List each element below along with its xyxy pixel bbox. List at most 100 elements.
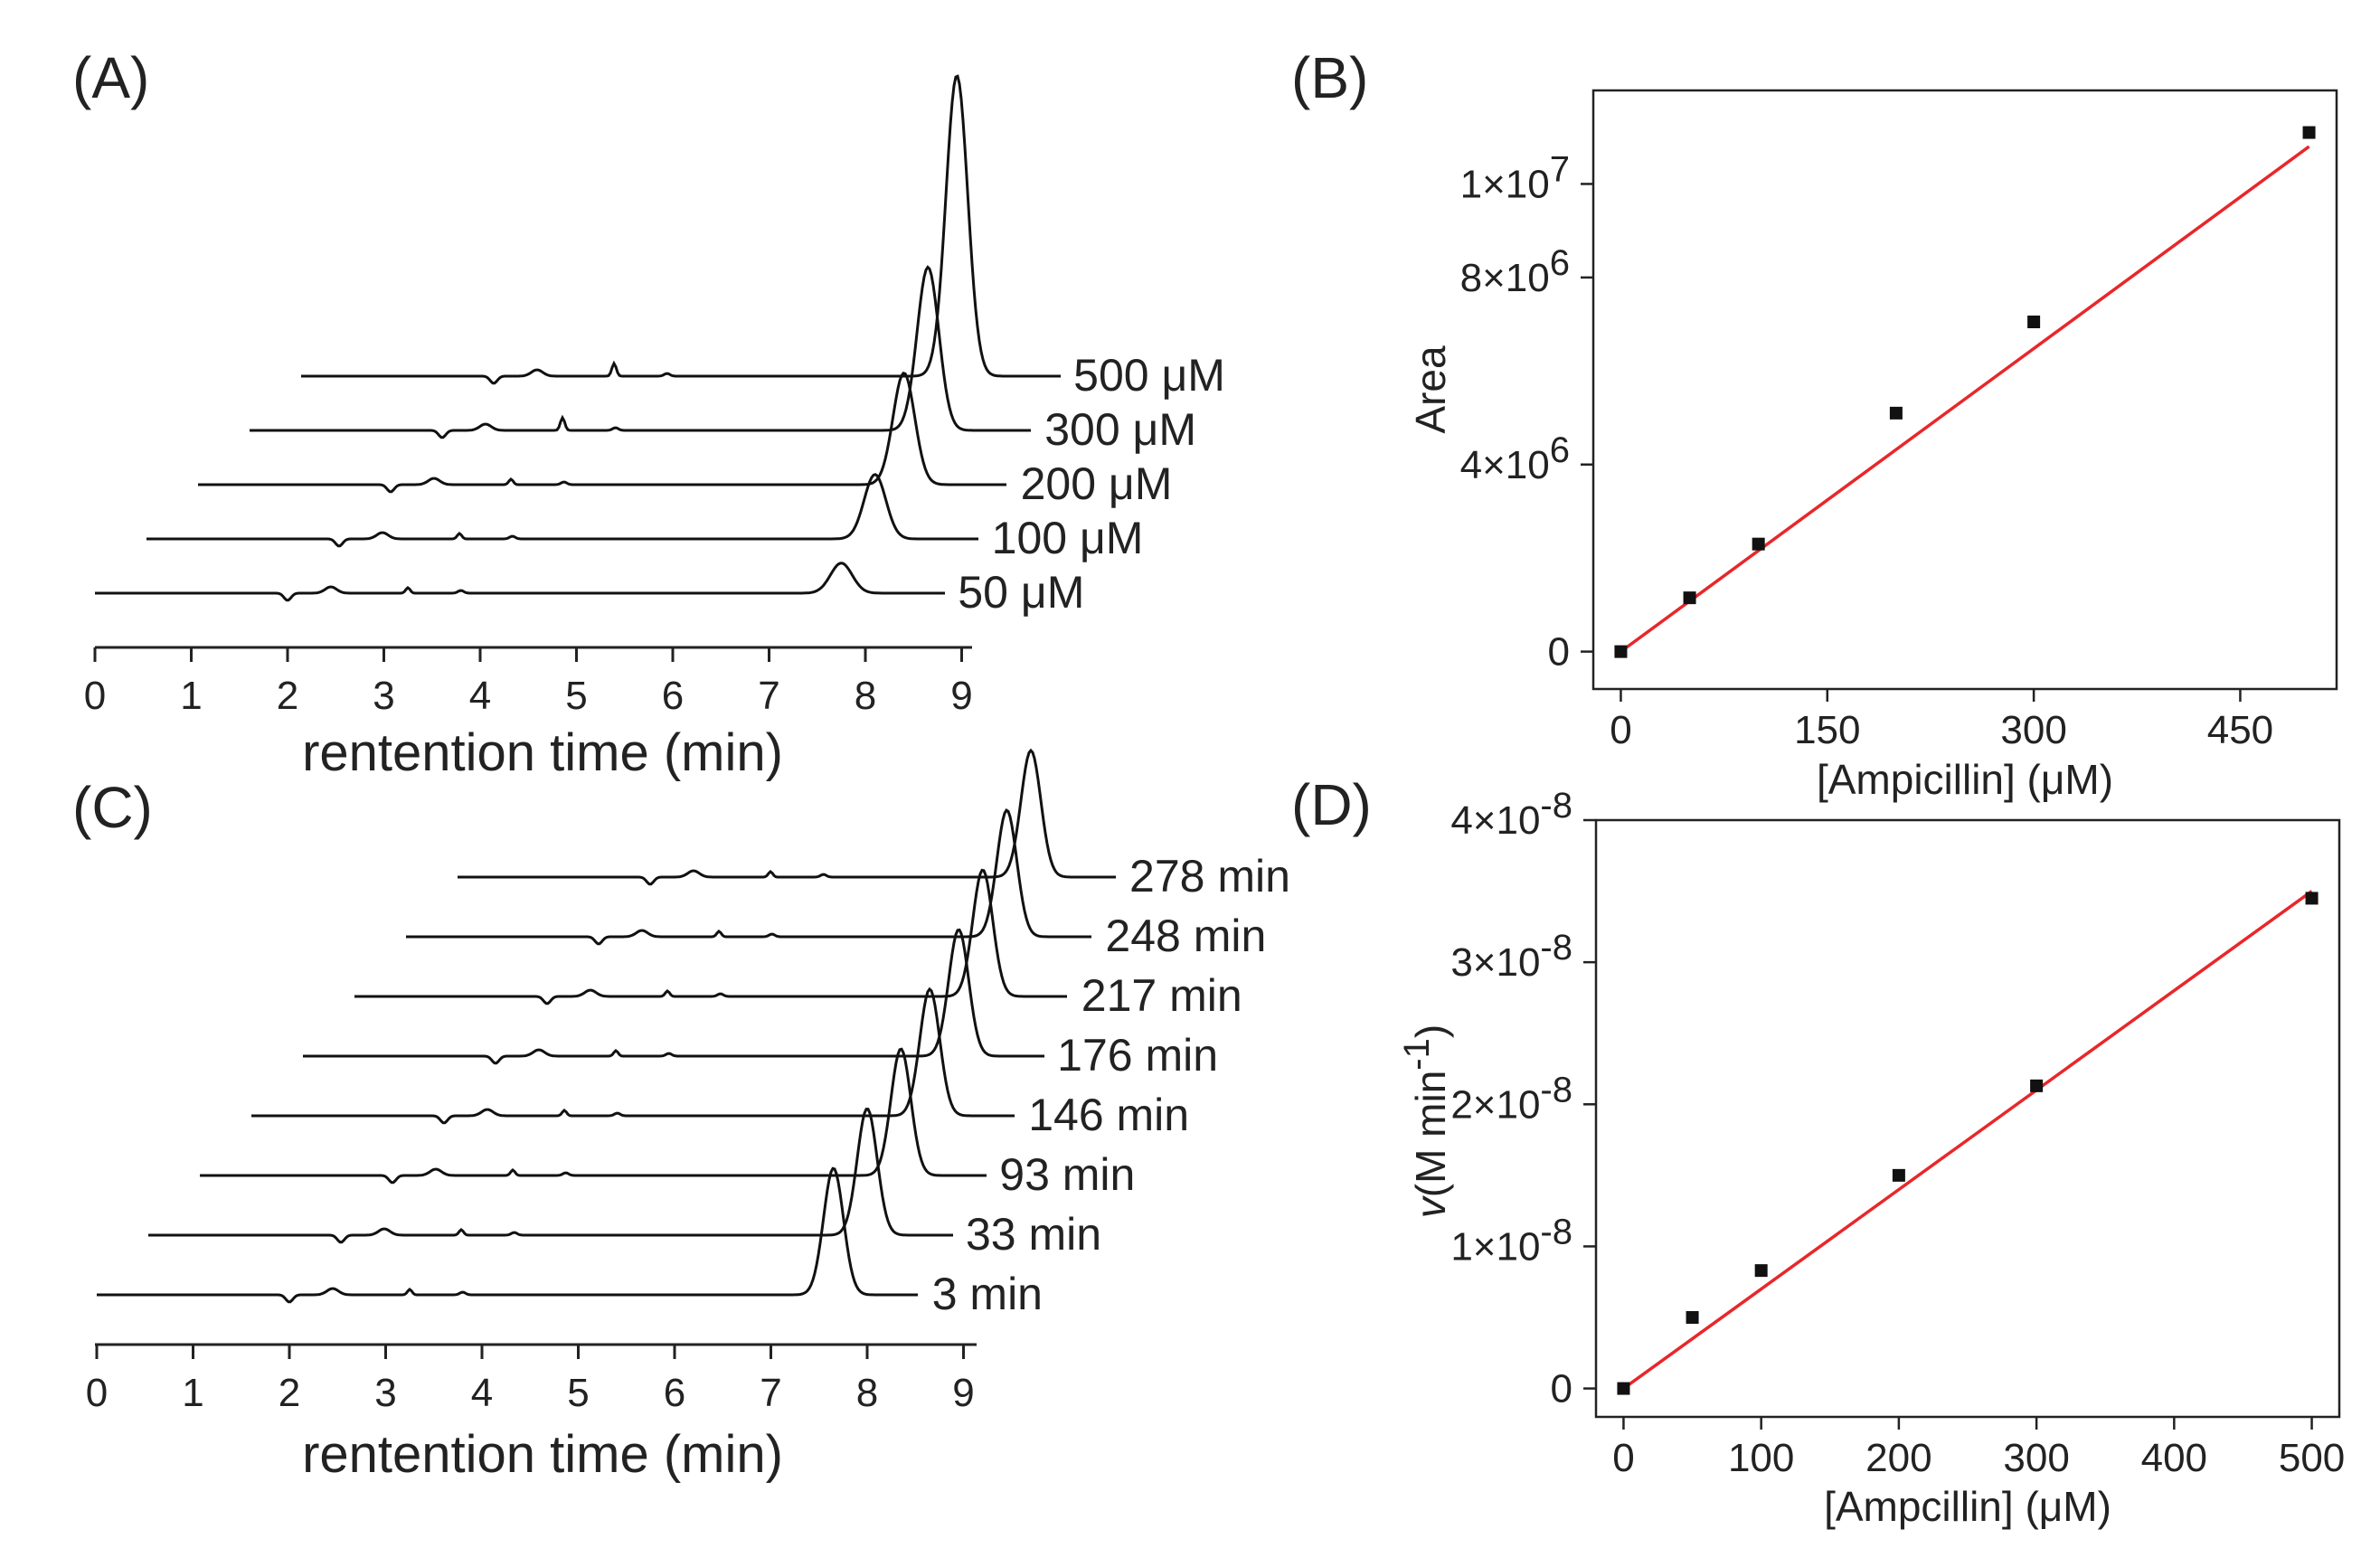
panel-d-frame [1594,818,2341,1419]
panel-a-x-tick-label: 5 [565,674,587,718]
panel-a-x-tick-label: 1 [180,674,202,718]
panel-a-x-label: rentention time (min) [302,723,783,782]
panel-b-x-tick-label: 300 [2000,708,2066,752]
panel-c-trace-label: 278 min [1129,851,1290,901]
panel-d-point [1892,1168,1905,1182]
panel-b-fit-line [1620,145,2310,654]
panel-a-trace-4 [250,265,1031,439]
panel-c-label: (C) [72,775,153,840]
panel-a-trace-label: 500 μM [1073,350,1225,401]
panel-b-x-tick-label: 450 [2207,708,2273,752]
panel-c-trace-5 [303,928,1044,1065]
panel-b-point [2302,126,2316,139]
panel-b-y-tick-label: 4×106 [1460,430,1570,487]
panel-a-x-tick-label: 0 [84,674,106,718]
panel-d-y-label-sup: -1 [1397,1038,1437,1071]
panel-b-frame [1591,89,2338,691]
panel-b-point [1889,406,1903,420]
panel-c-trace-6 [354,868,1067,1005]
panel-d-fit-line [1622,890,2313,1390]
panel-c-trace-label: 217 min [1081,970,1242,1021]
panel-c-trace-2 [148,1108,953,1244]
panel-d-label: (D) [1291,772,1372,837]
panel-a-x-tick-label: 7 [758,674,779,718]
panel-d-y-label-unit: (M min [1407,1071,1454,1198]
panel-d-x-tick-label: 100 [1728,1436,1794,1480]
panel-b-x-tick-label: 150 [1794,708,1860,752]
panel-d-y-tick-label: 1×10-8 [1450,1212,1572,1269]
panel-a-trace-2 [146,473,978,548]
panel-c-trace-label: 176 min [1057,1030,1218,1081]
panel-d-x-label: [Ampcillin] (μM) [1824,1483,2111,1530]
panel-c-trace-label: 93 min [999,1149,1135,1200]
panel-c-x-tick-label: 8 [856,1371,878,1415]
panel-a-trace-label: 200 μM [1021,458,1173,509]
panel-d-y-tick-label: 3×10-8 [1450,928,1572,985]
panel-a-x-tick-label: 6 [662,674,684,718]
panel-d-point [2030,1079,2044,1092]
panel-d-y-tick-label: 4×10-8 [1450,786,1572,843]
panel-d-x-tick-label: 200 [1865,1436,1931,1480]
panel-c-trace-label: 248 min [1105,911,1266,961]
panel-b: (B) 0 150 300 450 0 4×106 8×106 1×107 [Ampicill… [1291,45,2338,803]
panel-c-trace-label: 3 min [932,1269,1043,1319]
panel-a-x-tick-label: 8 [855,674,876,718]
panel-a-trace-1 [95,562,945,602]
panel-d-y-label-v: v [1407,1194,1454,1218]
panel-d-x-tick-label: 0 [1612,1436,1634,1480]
panel-c-trace-3 [200,1047,987,1185]
panel-c-x-tick-label: 5 [567,1371,589,1415]
panel-c-trace-7 [406,807,1091,946]
panel-b-point [1752,537,1765,551]
panel-c-x-tick-label: 9 [952,1371,974,1415]
panel-d-point [1686,1311,1699,1324]
panel-b-x-tick-label: 0 [1610,708,1631,752]
panel-b-point [1614,645,1628,658]
panel-b-y-tick-label: 1×107 [1460,149,1570,206]
panel-a-x-tick-label: 2 [277,674,298,718]
panel-c-x-tick-label: 4 [471,1371,493,1415]
panel-a-trace-3 [198,371,1006,494]
panel-d-y-tick-label: 0 [1551,1367,1572,1411]
panel-b-point [2027,316,2041,329]
panel-c-trace-8 [458,748,1116,886]
panel-d-x-tick-label: 500 [2279,1436,2345,1480]
panel-b-y-label: Area [1407,345,1454,434]
panel-a-x-tick-label: 4 [469,674,491,718]
panel-b-x-label: [Ampicillin] (μM) [1817,756,2113,803]
panel-c-x-label: rentention time (min) [302,1425,783,1484]
panel-b-y-tick-label: 0 [1548,630,1570,675]
panel-d-y-label-close: ) [1407,1024,1454,1038]
panel-d-x-tick-label: 300 [2003,1436,2069,1480]
panel-d-point [2305,892,2319,905]
panel-b-y-tick-label: 8×106 [1460,243,1570,300]
panel-c-trace-label: 146 min [1028,1090,1189,1140]
panel-d-point [1617,1382,1630,1395]
panel-c-trace-4 [251,986,1015,1125]
panel-d-point [1754,1264,1768,1278]
panel-c-x-tick-label: 0 [86,1371,108,1415]
panel-d-y-tick-label: 2×10-8 [1450,1070,1572,1127]
panel-a-label: (A) [72,45,149,110]
panel-a-trace-label: 300 μM [1044,404,1196,455]
panel-a-x-tick-label: 3 [373,674,394,718]
panel-c-x-tick-label: 2 [279,1371,300,1415]
panel-a-x-tick-label: 9 [950,674,972,718]
panel-a-trace-5 [301,74,1061,385]
panel-c-trace-label: 33 min [966,1209,1101,1260]
panel-d: (D) 0 100 200 300 400 500 0 1×10-8 2×10-8 3×10-8 4… [1291,772,2345,1530]
panel-b-point [1683,591,1696,605]
panel-c-trace-1 [97,1166,918,1304]
panel-c: (C) 3 min 33 min 93 min 146 min 176 min 217 m… [72,748,1290,1484]
panel-c-x-tick-label: 6 [664,1371,685,1415]
panel-a-trace-label: 100 μM [992,513,1144,563]
panel-c-x-tick-label: 7 [760,1371,781,1415]
panel-c-x-tick-label: 3 [374,1371,396,1415]
panel-c-x-tick-label: 1 [182,1371,203,1415]
panel-d-y-label: v(M min-1) [1397,1024,1454,1218]
panel-a-trace-label: 50 μM [958,567,1084,618]
panel-b-label: (B) [1291,45,1368,110]
panel-d-x-tick-label: 400 [2141,1436,2207,1480]
